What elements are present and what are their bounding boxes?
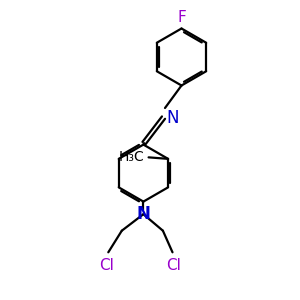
Text: Cl: Cl [167,258,182,273]
Text: N: N [166,109,178,127]
Text: N: N [136,205,150,223]
Text: Cl: Cl [99,258,114,273]
Text: F: F [177,10,186,25]
Text: H₃C: H₃C [118,150,144,164]
